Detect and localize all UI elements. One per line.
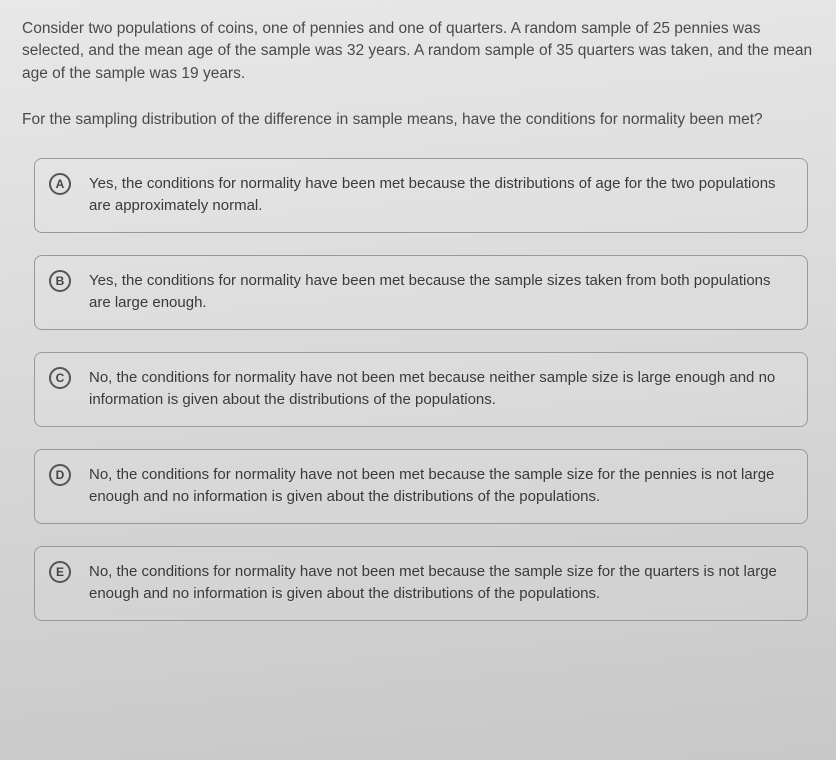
option-a[interactable]: A Yes, the conditions for normality have… [34,158,808,233]
option-d[interactable]: D No, the conditions for normality have … [34,449,808,524]
question-text: For the sampling distribution of the dif… [22,109,814,131]
option-b-letter: B [49,270,71,292]
options-container: A Yes, the conditions for normality have… [22,158,814,621]
option-e-text: No, the conditions for normality have no… [89,561,791,606]
option-b[interactable]: B Yes, the conditions for normality have… [34,255,808,330]
option-d-text: No, the conditions for normality have no… [89,464,791,509]
option-d-letter: D [49,464,71,486]
option-b-text: Yes, the conditions for normality have b… [89,270,791,315]
option-c-letter: C [49,367,71,389]
option-c-text: No, the conditions for normality have no… [89,367,791,412]
intro-text: Consider two populations of coins, one o… [22,18,814,85]
option-c[interactable]: C No, the conditions for normality have … [34,352,808,427]
option-a-text: Yes, the conditions for normality have b… [89,173,791,218]
option-a-letter: A [49,173,71,195]
option-e[interactable]: E No, the conditions for normality have … [34,546,808,621]
option-e-letter: E [49,561,71,583]
